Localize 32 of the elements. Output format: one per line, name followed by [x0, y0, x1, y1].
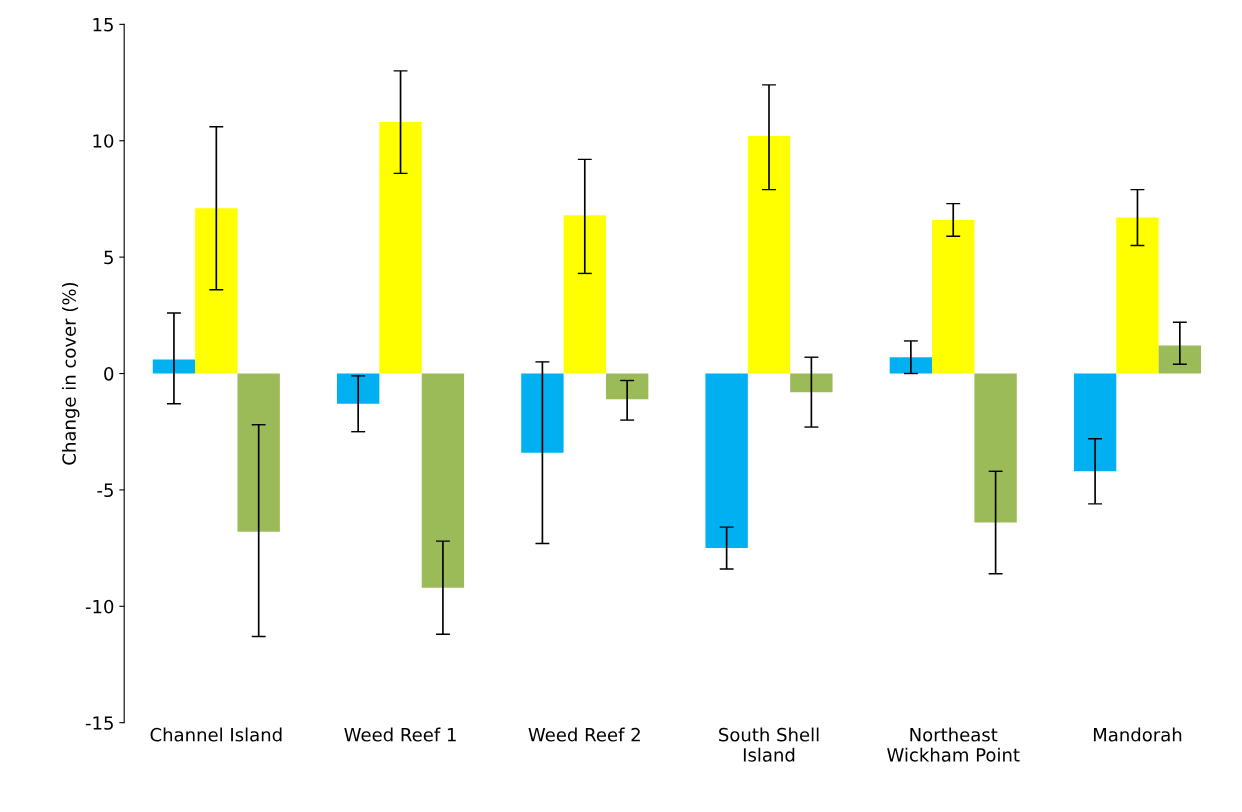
- bar: [1158, 345, 1202, 374]
- bar: [747, 136, 791, 374]
- x-tick-label: Mandorah: [1093, 727, 1182, 742]
- bar: [379, 122, 422, 374]
- bar: [521, 373, 564, 453]
- bar: [1073, 373, 1117, 472]
- y-tick-label: -5: [97, 483, 113, 498]
- y-tick-label: -10: [85, 599, 114, 614]
- bar: [790, 373, 833, 393]
- bar: [705, 373, 748, 549]
- bar: [889, 357, 933, 374]
- bar: [421, 373, 465, 588]
- x-tick-label: Channel Island: [150, 727, 282, 742]
- bar: [1116, 217, 1159, 374]
- y-tick-label: 10: [93, 134, 114, 148]
- y-tick-label: 15: [93, 18, 113, 32]
- bar: [336, 373, 380, 404]
- x-tick-label: Weed Reef 1: [344, 727, 456, 742]
- bar: [195, 208, 238, 374]
- bar: [152, 359, 196, 374]
- y-tick-label: 5: [104, 250, 113, 265]
- bar: [605, 373, 649, 400]
- x-tick-label: South Shell Island: [719, 727, 819, 762]
- x-tick-label: Northeast Wickham Point: [887, 727, 1020, 762]
- bar: [237, 373, 280, 532]
- bar: [974, 373, 1017, 523]
- y-tick-label: 0: [104, 366, 114, 381]
- x-tick-label: Weed Reef 2: [528, 727, 640, 742]
- bar: [563, 215, 606, 374]
- y-axis-title: Change in cover (%): [61, 282, 80, 465]
- y-tick-label: -15: [85, 716, 113, 730]
- bar: [932, 219, 975, 374]
